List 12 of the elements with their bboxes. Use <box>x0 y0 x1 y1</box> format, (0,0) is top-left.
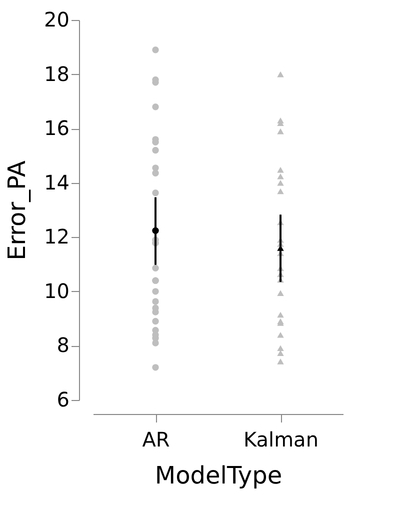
y-tick-label: 18 <box>44 62 70 86</box>
x-tick-label: Kalman <box>244 428 318 452</box>
y-tick-label: 10 <box>44 278 70 303</box>
y-tick-label: 6 <box>56 388 70 412</box>
y-tick-label: 8 <box>56 333 70 358</box>
x-tick-label: AR <box>142 428 170 452</box>
y-tick-label: 16 <box>44 116 70 140</box>
y-tick-label: 20 <box>44 8 70 32</box>
y-tick-label: 12 <box>44 224 70 249</box>
y-tick-label: 14 <box>44 170 70 194</box>
y-axis-title: Error_PA <box>3 160 32 260</box>
x-axis-title: ModelType <box>154 462 282 490</box>
